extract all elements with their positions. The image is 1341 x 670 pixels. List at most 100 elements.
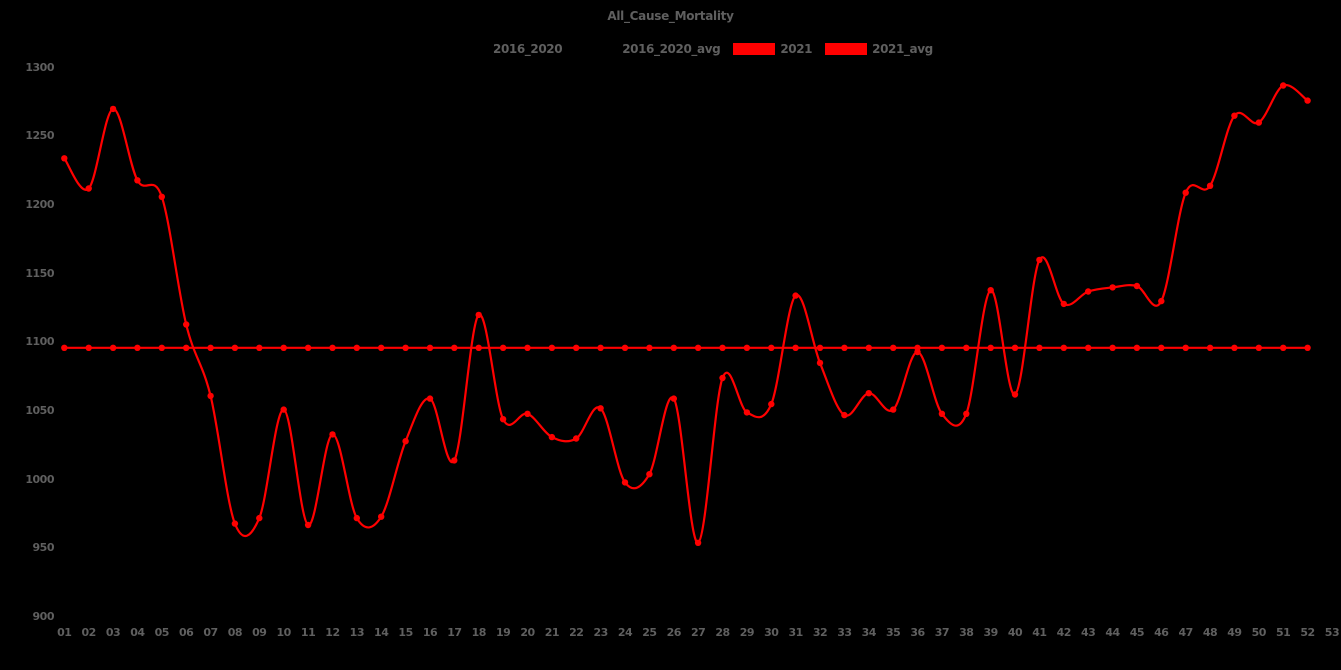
series-2021_avg-marker <box>1085 344 1092 351</box>
series-2021-marker <box>768 400 775 408</box>
series-2021_avg-marker <box>865 344 872 351</box>
series-2021-marker <box>963 410 970 417</box>
series-2021-marker <box>1255 119 1263 126</box>
x-tick-label: 10 <box>276 626 292 639</box>
x-tick-label: 36 <box>910 626 925 639</box>
series-2021-marker <box>231 520 239 527</box>
series-2021_avg-marker <box>792 344 799 351</box>
x-tick-label: 05 <box>154 626 170 639</box>
x-tick-label: 30 <box>764 626 779 639</box>
series-2021_avg-marker <box>1280 344 1287 351</box>
series-2021_avg-marker <box>890 344 897 351</box>
legend-label-2016-2020-avg: 2016_2020_avg <box>622 42 721 56</box>
series-2021_avg-marker <box>1158 344 1165 351</box>
series-2021_avg-marker <box>694 344 702 351</box>
x-tick-label: 40 <box>1007 626 1023 639</box>
x-tick-label: 32 <box>812 626 828 639</box>
x-tick-label: 25 <box>642 626 657 639</box>
series-2021_avg-marker <box>475 344 482 351</box>
series-2021-marker <box>183 321 190 328</box>
series-2021_avg-marker <box>304 344 312 351</box>
series-2021-marker <box>646 471 653 478</box>
series-2021_avg-marker <box>1011 344 1019 351</box>
series-2021-marker <box>719 374 726 382</box>
y-tick-label: 900 <box>32 610 55 623</box>
y-tick-label: 1150 <box>25 266 54 280</box>
series-2021_avg-marker <box>426 344 434 351</box>
series-2021-marker <box>1011 391 1019 398</box>
x-tick-label: 13 <box>349 626 365 639</box>
series-2021_avg-marker <box>378 344 385 351</box>
series-2021-marker <box>597 405 604 412</box>
series-2021-marker <box>158 193 165 200</box>
series-2021-marker <box>280 406 287 413</box>
x-tick-label: 14 <box>374 626 389 639</box>
series-2021_avg-marker <box>1182 344 1189 351</box>
series-2021-marker <box>865 390 872 397</box>
x-tick-label: 46 <box>1154 626 1169 639</box>
x-tick-label: 16 <box>422 626 438 639</box>
x-tick-label: 53 <box>1324 626 1340 639</box>
chart-legend: 2016_2020 2016_2020_avg 2021 2021_avg <box>446 42 933 56</box>
x-tick-label: 37 <box>934 626 950 639</box>
y-tick-label: 1200 <box>25 198 54 211</box>
x-tick-label: 03 <box>105 626 121 639</box>
x-tick-label: 45 <box>1129 626 1145 639</box>
series-2021_avg-marker <box>524 344 531 351</box>
x-tick-label: 07 <box>203 626 218 639</box>
x-tick-label: 29 <box>739 626 755 639</box>
x-tick-label: 09 <box>252 626 267 639</box>
series-2021-marker <box>1182 189 1189 196</box>
x-tick-label: 23 <box>593 626 608 639</box>
x-tick-label: 20 <box>520 626 535 639</box>
x-tick-label: 18 <box>471 626 487 639</box>
series-2021_avg-marker <box>329 344 336 351</box>
series-2021_avg-marker <box>670 344 677 351</box>
series-2021-marker <box>256 514 263 522</box>
x-tick-label: 26 <box>666 626 682 639</box>
x-tick-label: 39 <box>983 626 999 639</box>
x-tick-label: 19 <box>495 626 511 639</box>
series-2021_avg-marker <box>207 344 214 351</box>
series-2021-marker <box>61 155 68 162</box>
y-tick-label: 1250 <box>25 129 54 143</box>
series-2021_avg-marker <box>768 344 775 351</box>
series-2021_avg-marker <box>743 344 751 351</box>
x-tick-label: 04 <box>130 626 145 639</box>
x-tick-label: 01 <box>57 626 72 639</box>
series-2021_avg-marker <box>1304 344 1311 351</box>
series-2021-marker <box>987 287 994 294</box>
series-2021_avg-marker <box>61 344 68 351</box>
legend-label-2021-avg: 2021_avg <box>872 42 933 56</box>
series-2021-marker <box>792 292 799 299</box>
x-tick-label: 12 <box>325 626 340 639</box>
x-tick-label: 06 <box>179 626 194 639</box>
series-2021_avg-marker <box>646 344 653 351</box>
series-2021_avg-marker <box>597 344 604 351</box>
series-2021-marker <box>1085 288 1092 295</box>
series-2021_avg-marker <box>499 344 507 351</box>
series-2021-marker <box>548 433 556 441</box>
x-tick-label: 35 <box>885 626 901 639</box>
series-2021-marker <box>1304 97 1311 104</box>
series-2021_avg-marker <box>109 344 117 351</box>
y-tick-label: 1100 <box>25 335 54 349</box>
series-2021-marker <box>694 539 702 546</box>
series-2021_avg-marker <box>85 344 92 351</box>
series-2021_avg-marker <box>963 344 970 351</box>
series-2021_avg-marker <box>256 344 263 351</box>
x-tick-label: 28 <box>715 626 730 639</box>
x-tick-label: 24 <box>617 626 633 639</box>
series-2021-marker <box>1036 256 1043 264</box>
legend-label-2021: 2021 <box>780 42 813 56</box>
series-2021_avg-marker <box>914 344 921 351</box>
x-tick-label: 38 <box>959 626 974 639</box>
series-2021-marker <box>1231 112 1238 119</box>
x-tick-label: 52 <box>1300 626 1315 639</box>
series-2021_avg-marker <box>1109 344 1116 351</box>
series-2021-marker <box>378 513 385 520</box>
series-2021-marker <box>890 406 897 413</box>
series-2021_avg-marker <box>1206 344 1214 351</box>
